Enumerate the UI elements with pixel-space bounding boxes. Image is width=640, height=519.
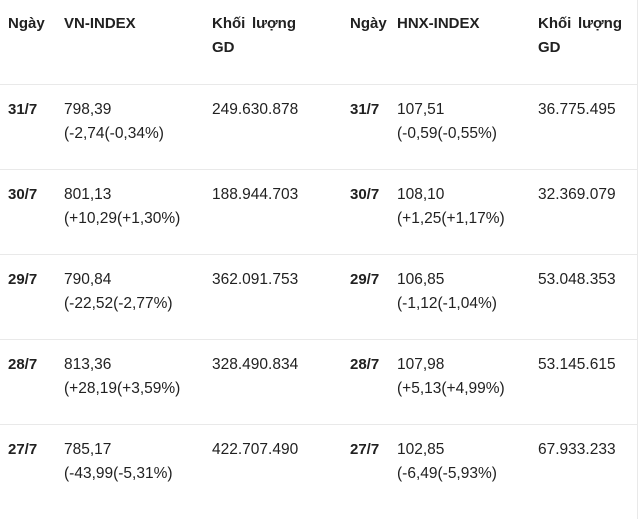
hnx-index-value: 108,10 (397, 186, 445, 203)
vn-index-value: 785,17 (64, 441, 112, 458)
hnx-index-value: 107,51 (397, 101, 445, 118)
date-cell: 31/7 (350, 101, 380, 118)
vn-index-value: 801,13 (64, 186, 112, 203)
vn-volume-cell: 249.630.878 (212, 101, 299, 118)
hnx-index-value: 102,85 (397, 441, 445, 458)
vn-volume-cell: 422.707.490 (212, 441, 299, 458)
hnx-volume-cell: 32.369.079 (538, 186, 616, 203)
hnx-index-change: (+1,25(+1,17%) (397, 210, 505, 227)
vn-index-change: (+10,29(+1,30%) (64, 210, 181, 227)
hnx-index-cell: 107,51 (-0,59(-0,55%) (397, 85, 538, 169)
table-row: 27/7 785,17 (-43,99(-5,31%) 422.707.490 … (0, 424, 637, 509)
hnx-index-cell: 102,85 (-6,49(-5,93%) (397, 425, 538, 509)
date-cell: 29/7 (350, 271, 380, 288)
vn-index-cell: 798,39 (-2,74(-0,34%) (64, 85, 212, 169)
header-volume-right-label: Khối lượng GD (538, 15, 622, 56)
date-cell: 27/7 (350, 441, 380, 458)
date-cell: 31/7 (8, 101, 38, 118)
hnx-index-value: 106,85 (397, 271, 445, 288)
vn-index-change: (+28,19(+3,59%) (64, 380, 181, 397)
header-vn-index: VN-INDEX (64, 15, 136, 32)
header-date-right: Ngày (350, 15, 387, 32)
vn-index-value: 813,36 (64, 356, 112, 373)
vn-index-value: 798,39 (64, 101, 112, 118)
hnx-index-change: (-0,59(-0,55%) (397, 125, 497, 142)
hnx-volume-cell: 67.933.233 (538, 441, 616, 458)
hnx-volume-cell: 53.145.615 (538, 356, 616, 373)
table-row: 31/7 798,39 (-2,74(-0,34%) 249.630.878 3… (0, 84, 637, 169)
hnx-index-change: (-1,12(-1,04%) (397, 295, 497, 312)
hnx-index-cell: 108,10 (+1,25(+1,17%) (397, 170, 538, 254)
vn-index-change: (-2,74(-0,34%) (64, 125, 164, 142)
vn-volume-cell: 188.944.703 (212, 186, 299, 203)
date-cell: 30/7 (8, 186, 38, 203)
hnx-index-change: (-6,49(-5,93%) (397, 465, 497, 482)
hnx-volume-cell: 53.048.353 (538, 271, 616, 288)
vn-volume-cell: 362.091.753 (212, 271, 299, 288)
date-cell: 28/7 (8, 356, 38, 373)
header-volume-left: Khối lượng GD (212, 0, 342, 84)
vn-volume-cell: 328.490.834 (212, 356, 299, 373)
header-volume-right: Khối lượng GD (538, 0, 637, 84)
date-cell: 29/7 (8, 271, 38, 288)
vn-index-change: (-43,99(-5,31%) (64, 465, 173, 482)
hnx-index-cell: 107,98 (+5,13(+4,99%) (397, 340, 538, 424)
date-cell: 30/7 (350, 186, 380, 203)
table-row: 28/7 813,36 (+28,19(+3,59%) 328.490.834 … (0, 339, 637, 424)
date-cell: 28/7 (350, 356, 380, 373)
vn-index-cell: 813,36 (+28,19(+3,59%) (64, 340, 212, 424)
table-row: 30/7 801,13 (+10,29(+1,30%) 188.944.703 … (0, 169, 637, 254)
vn-index-cell: 790,84 (-22,52(-2,77%) (64, 255, 212, 339)
header-volume-left-label: Khối lượng GD (212, 15, 296, 56)
vn-index-cell: 785,17 (-43,99(-5,31%) (64, 425, 212, 509)
date-cell: 27/7 (8, 441, 38, 458)
hnx-index-cell: 106,85 (-1,12(-1,04%) (397, 255, 538, 339)
vn-index-cell: 801,13 (+10,29(+1,30%) (64, 170, 212, 254)
header-hnx-index: HNX-INDEX (397, 15, 480, 32)
hnx-volume-cell: 36.775.495 (538, 101, 616, 118)
table-row: 29/7 790,84 (-22,52(-2,77%) 362.091.753 … (0, 254, 637, 339)
hnx-index-value: 107,98 (397, 356, 445, 373)
table-header-row: Ngày VN-INDEX Khối lượng GD Ngày HNX-IND… (0, 0, 637, 84)
vn-index-value: 790,84 (64, 271, 112, 288)
vn-index-change: (-22,52(-2,77%) (64, 295, 173, 312)
header-date-left: Ngày (8, 15, 45, 32)
hnx-index-change: (+5,13(+4,99%) (397, 380, 505, 397)
